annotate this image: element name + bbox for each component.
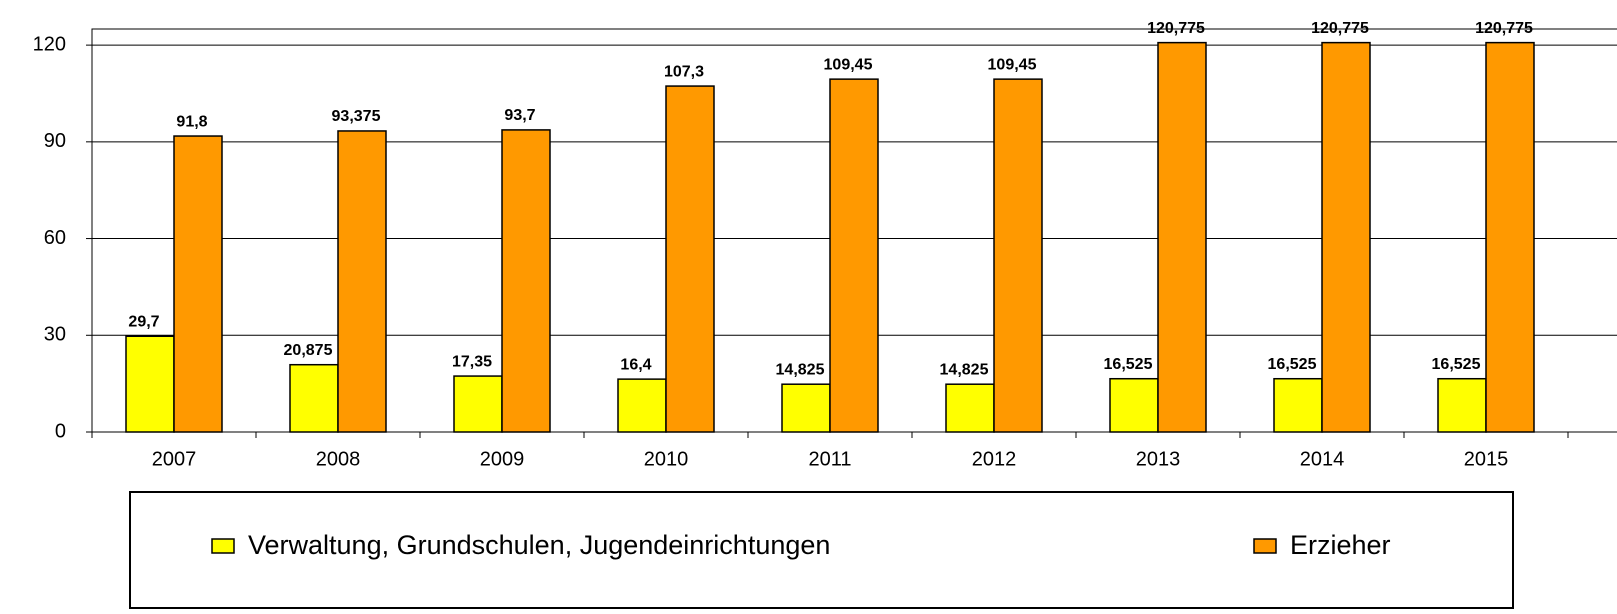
value-label: 14,825 [776,361,825,378]
value-label: 16,525 [1268,356,1317,373]
value-label: 93,375 [332,108,381,125]
bar [501,129,551,433]
bar [781,383,831,433]
y-tick-label: 60 [44,227,66,249]
value-label: 16,525 [1104,356,1153,373]
bar [125,335,175,433]
value-label: 16,4 [620,356,651,373]
x-tick-label: 2008 [316,448,361,470]
x-tick-label: 2010 [644,448,689,470]
x-tick-label: 2009 [480,448,525,470]
y-tick-label: 0 [55,420,66,442]
value-label: 109,45 [988,56,1037,73]
bar [945,383,995,433]
x-tick-label: 2015 [1464,448,1509,470]
bar [453,375,503,433]
bar [173,135,223,433]
y-tick-label: 90 [44,130,66,152]
x-tick-label: 2011 [808,448,851,470]
legend-swatch [211,538,235,554]
bar [1485,41,1535,433]
value-label: 107,3 [664,63,704,80]
value-label: 93,7 [504,107,535,124]
value-label: 17,35 [452,353,492,370]
x-tick-label: 2007 [152,448,197,470]
bar [1437,377,1487,433]
x-tick-label: 2013 [1136,448,1181,470]
y-tick-label: 30 [44,324,66,346]
bar [1321,41,1371,433]
value-label: 20,875 [284,342,333,359]
bar [1273,377,1323,433]
x-tick-label: 2012 [972,448,1017,470]
value-label: 120,775 [1475,20,1533,37]
bar [665,85,715,433]
bar [337,130,387,433]
value-label: 120,775 [1147,20,1205,37]
bar [829,78,879,433]
legend-label: Verwaltung, Grundschulen, Jugendeinricht… [248,530,830,560]
legend-swatch [1253,538,1277,554]
value-label: 109,45 [824,56,873,73]
value-label: 91,8 [176,113,207,130]
value-label: 14,825 [940,361,989,378]
legend-label: Erzieher [1290,530,1391,560]
bar [1109,377,1159,433]
bar [617,378,667,433]
bar [289,363,339,433]
x-tick-label: 2014 [1300,448,1345,470]
y-tick-label: 120 [33,33,66,55]
value-label: 120,775 [1311,20,1369,37]
bar [1157,41,1207,433]
value-label: 29,7 [128,313,159,330]
legend-box [129,491,1514,609]
value-label: 16,525 [1432,356,1481,373]
bar [993,78,1043,433]
